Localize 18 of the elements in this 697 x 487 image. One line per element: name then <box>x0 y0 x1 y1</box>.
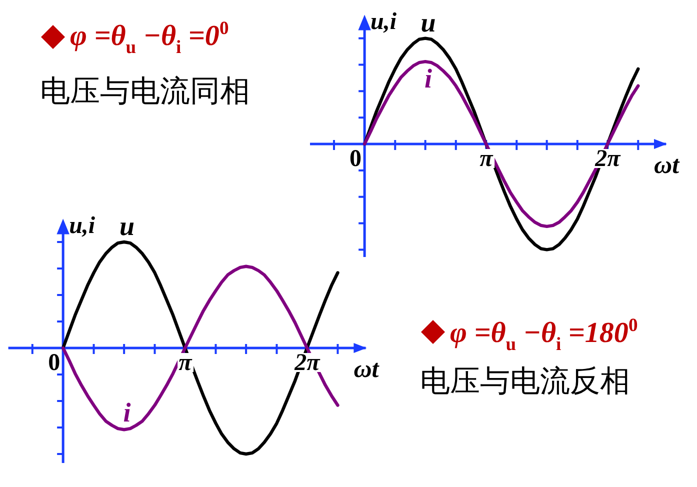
x-tick-label: 0 <box>48 350 60 376</box>
x-tick-label: π <box>480 146 494 172</box>
text: φ =θ$_{u}$ −θ$_{i}$ =180$^{0}$ <box>450 314 638 356</box>
x-tick-label: 0 <box>350 146 362 172</box>
y-axis-title: u,i <box>69 213 96 239</box>
x-tick-label: 2π <box>294 350 321 376</box>
text: 电压与电流同相 <box>40 74 250 109</box>
x-tick-label: 2π <box>594 146 622 172</box>
series-label: i <box>123 398 132 428</box>
series-label: u <box>420 7 436 38</box>
series-label: u <box>120 211 135 241</box>
x-axis-title: ωt <box>654 152 680 179</box>
x-tick-label: π <box>178 350 193 376</box>
text: φ =θ$_{u}$ −θ$_{i}$ =0$^{0}$ <box>70 18 229 58</box>
x-axis-title: ωt <box>354 356 380 383</box>
y-axis-title: u,i <box>370 9 397 35</box>
series-label: i <box>424 64 433 94</box>
text: 电压与电流反相 <box>420 364 630 399</box>
